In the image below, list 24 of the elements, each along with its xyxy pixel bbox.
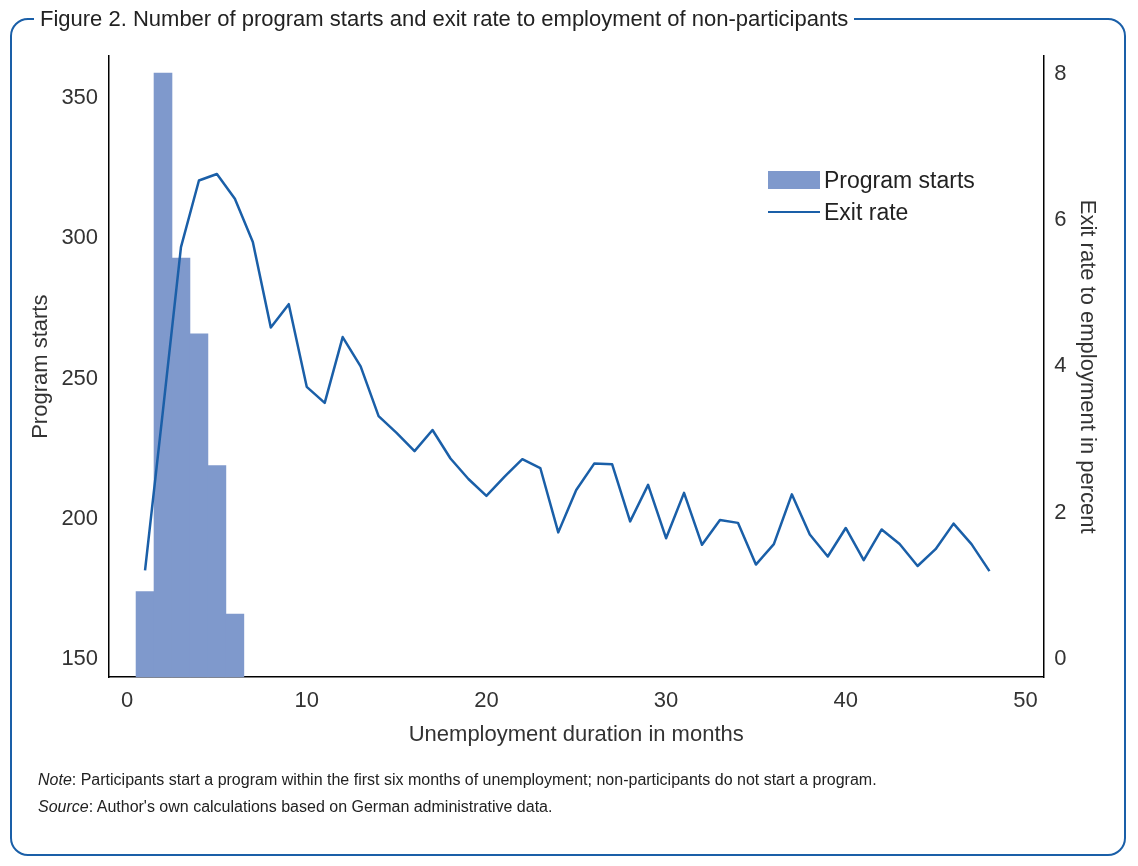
x-axis-title: Unemployment duration in months bbox=[408, 720, 744, 746]
y-tick-label: 250 bbox=[61, 364, 99, 390]
source-note: Source: Author's own calculations based on German administrative data. bbox=[38, 797, 554, 817]
y-tick-label: 300 bbox=[61, 224, 99, 250]
y2-tick-label: 4 bbox=[1054, 352, 1067, 378]
x-tick-label: 0 bbox=[120, 687, 134, 713]
x-tick-label: 50 bbox=[1013, 687, 1038, 713]
y2-axis-title: Exit rate to employment in percent bbox=[1075, 199, 1101, 534]
chart-title: Figure 2. Number of program starts and exit rate to employment of non-participants bbox=[34, 6, 855, 32]
y2-tick-label: 6 bbox=[1054, 206, 1067, 232]
y2-tick-label: 8 bbox=[1054, 59, 1067, 85]
y2-tick-label: 2 bbox=[1054, 498, 1067, 524]
y-axis-title: Program starts bbox=[27, 294, 53, 439]
y-tick-label: 350 bbox=[61, 84, 99, 110]
legend-label: Program starts bbox=[824, 166, 975, 194]
legend-label: Exit rate bbox=[824, 198, 909, 226]
y2-tick-label: 0 bbox=[1054, 644, 1067, 670]
x-tick-label: 20 bbox=[474, 687, 499, 713]
x-tick-label: 40 bbox=[833, 687, 858, 713]
text: Note: Participants start a program within the first six months of unemployment; non-participants do not start a program. bbox=[38, 770, 877, 790]
x-tick-label: 30 bbox=[653, 687, 679, 713]
y-tick-label: 150 bbox=[61, 645, 99, 671]
x-tick-label: 10 bbox=[294, 687, 319, 713]
y-tick-label: 200 bbox=[61, 504, 99, 530]
